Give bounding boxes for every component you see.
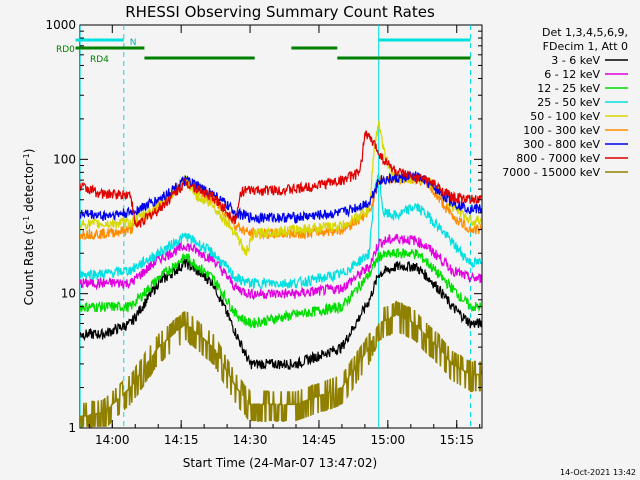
y-axis-label: Count Rate (s-1 detector-1) (22, 149, 36, 306)
x-tick-label-2: 14:30 (233, 433, 268, 447)
x-axis: 14:00 14:15 14:30 14:45 15:00 15:15 (88, 25, 481, 447)
series-line-6 (80, 170, 482, 225)
legend-label-6: 300 - 800 keV (523, 138, 600, 151)
legend-label-8: 7000 - 15000 keV (502, 166, 600, 179)
legend-label-0: 3 - 6 keV (551, 54, 600, 67)
series-line-0 (80, 257, 482, 370)
x-tick-label-5: 15:15 (439, 433, 474, 447)
y-axis-label-main: Count Rate (s (22, 224, 36, 306)
y-tick-label-0: 1 (68, 421, 76, 435)
status-label-rd0: RD0 (56, 45, 75, 55)
series-line-8 (80, 300, 482, 428)
legend-label-3: 25 - 50 keV (537, 96, 600, 109)
legend-label-4: 50 - 100 keV (530, 110, 600, 123)
series-line-3 (80, 173, 482, 291)
legend: Det 1,3,4,5,6,9, FDecim 1, Att 0 3 - 6 k… (502, 26, 628, 179)
x-tick-label-3: 14:45 (302, 433, 337, 447)
chart-title: RHESSI Observing Summary Count Rates (125, 3, 435, 21)
y-axis-label-end: ) (22, 149, 36, 154)
series-line-7 (80, 130, 482, 229)
series-line-2 (80, 248, 482, 330)
y-tick-label-2: 100 (53, 152, 76, 166)
x-tick-label-0: 14:00 (95, 433, 130, 447)
y-axis: 1 10 100 1000 (45, 18, 482, 435)
y-axis-label-mid: detector (22, 161, 36, 216)
series-line-1 (80, 233, 482, 301)
y-tick-label-3: 1000 (45, 18, 76, 32)
legend-header-line-1: Det 1,3,4,5,6,9, (542, 26, 628, 39)
y-axis-label-sup2: -1 (22, 153, 31, 161)
legend-label-1: 6 - 12 keV (544, 68, 600, 81)
legend-label-2: 12 - 25 keV (537, 82, 600, 95)
x-axis-label: Start Time (24-Mar-07 13:47:02) (183, 456, 377, 470)
x-tick-label-1: 14:15 (164, 433, 199, 447)
legend-header-line-2: FDecim 1, Att 0 (543, 40, 628, 53)
status-label-rd4: RD4 (90, 55, 109, 65)
plot-area: N RD0 RD4 (56, 24, 483, 429)
footer-timestamp: 14-Oct-2021 13:42 (560, 468, 636, 477)
y-tick-label-1: 10 (61, 287, 76, 301)
legend-label-7: 800 - 7000 keV (516, 152, 600, 165)
x-tick-label-4: 15:00 (371, 433, 406, 447)
status-label-n: N (130, 38, 137, 48)
y-axis-label-sup1: -1 (22, 216, 31, 224)
legend-label-5: 100 - 300 keV (523, 124, 600, 137)
